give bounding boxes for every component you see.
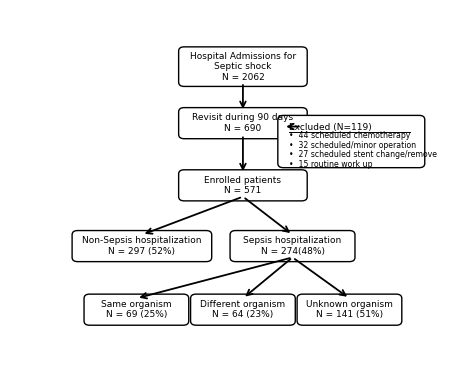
Text: Different organism
N = 64 (23%): Different organism N = 64 (23%) bbox=[201, 300, 285, 319]
Text: Excluded (N=119): Excluded (N=119) bbox=[289, 123, 372, 132]
Text: •  15 routine work up: • 15 routine work up bbox=[289, 160, 373, 168]
FancyBboxPatch shape bbox=[179, 47, 307, 87]
FancyBboxPatch shape bbox=[230, 230, 355, 262]
FancyBboxPatch shape bbox=[84, 294, 189, 325]
Text: Sepsis hospitalization
N = 274(48%): Sepsis hospitalization N = 274(48%) bbox=[243, 236, 342, 256]
Text: Non-Sepsis hospitalization
N = 297 (52%): Non-Sepsis hospitalization N = 297 (52%) bbox=[82, 236, 201, 256]
Text: •  27 scheduled stent change/remove: • 27 scheduled stent change/remove bbox=[289, 150, 437, 159]
Text: Revisit during 90 days
N = 690: Revisit during 90 days N = 690 bbox=[192, 113, 293, 133]
FancyBboxPatch shape bbox=[179, 108, 307, 139]
Text: •  32 scheduled/minor operation: • 32 scheduled/minor operation bbox=[289, 141, 416, 150]
Text: •  44 scheduled chemotherapy: • 44 scheduled chemotherapy bbox=[289, 131, 410, 140]
Text: Enrolled patients
N = 571: Enrolled patients N = 571 bbox=[204, 176, 282, 195]
FancyBboxPatch shape bbox=[179, 170, 307, 201]
FancyBboxPatch shape bbox=[191, 294, 295, 325]
Text: Hospital Admissions for
Septic shock
N = 2062: Hospital Admissions for Septic shock N =… bbox=[190, 52, 296, 81]
Text: Same organism
N = 69 (25%): Same organism N = 69 (25%) bbox=[101, 300, 172, 319]
FancyBboxPatch shape bbox=[278, 115, 425, 168]
Text: Unknown organism
N = 141 (51%): Unknown organism N = 141 (51%) bbox=[306, 300, 393, 319]
FancyBboxPatch shape bbox=[297, 294, 402, 325]
FancyBboxPatch shape bbox=[72, 230, 212, 262]
